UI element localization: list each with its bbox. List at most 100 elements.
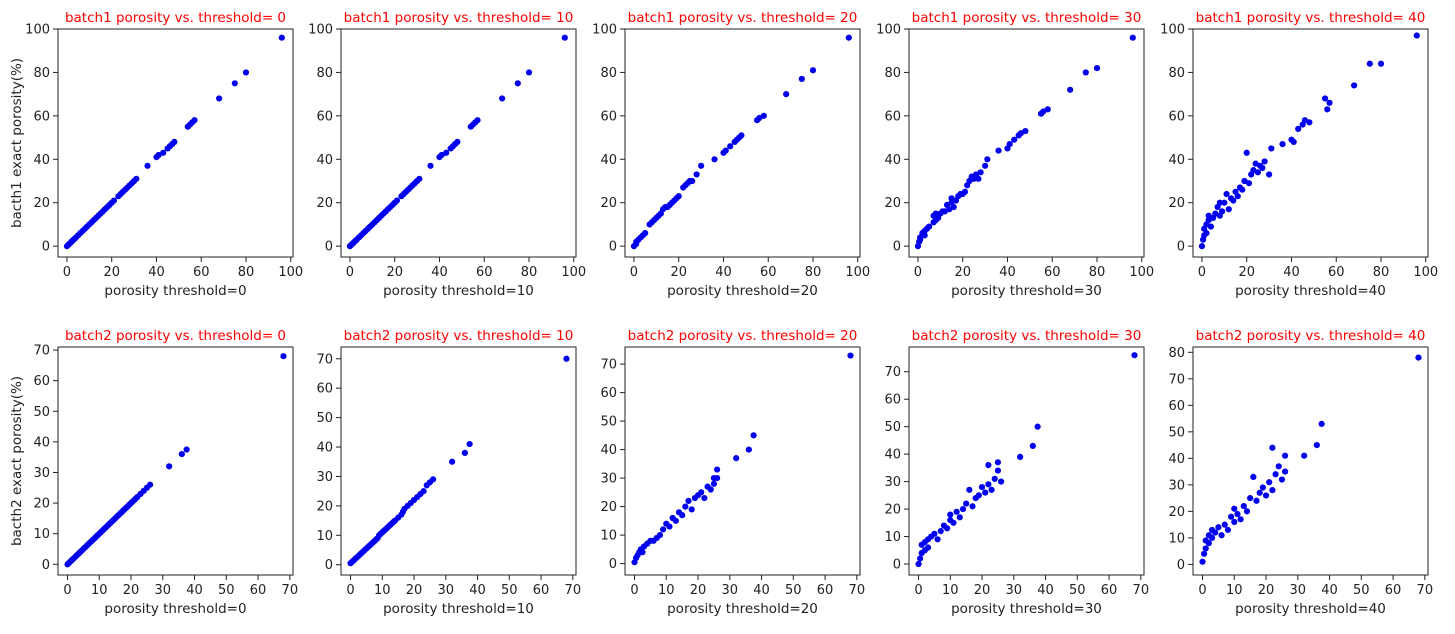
x-tick-label: 30	[1006, 583, 1023, 598]
y-tick-label: 40	[884, 448, 901, 463]
data-point	[988, 486, 995, 493]
x-tick-label: 80	[238, 265, 255, 280]
y-tick-label: 40	[600, 443, 617, 458]
x-tick-label: 20	[690, 583, 707, 598]
chart-title: batch2 porosity vs. threshold= 10	[344, 328, 574, 344]
data-point	[1022, 127, 1029, 135]
x-tick-label: 100	[1129, 265, 1154, 280]
data-point	[688, 506, 695, 513]
data-point	[1279, 140, 1286, 148]
x-tick-label: 60	[1328, 265, 1345, 280]
data-point	[216, 95, 223, 102]
data-point	[1250, 473, 1257, 481]
data-point	[416, 175, 423, 182]
data-point	[915, 560, 922, 568]
y-tick-label: 0	[325, 558, 333, 573]
x-tick-label: 20	[1258, 583, 1275, 598]
y-tick-label: 20	[884, 196, 901, 211]
data-point	[950, 519, 957, 526]
x-tick-label: 80	[805, 265, 822, 280]
data-point	[682, 503, 689, 510]
chart-title: batch2 porosity vs. threshold= 40	[1196, 328, 1426, 344]
data-point	[525, 69, 533, 76]
data-point	[231, 80, 238, 87]
data-point	[1207, 223, 1214, 230]
data-point	[1318, 420, 1325, 427]
y-tick-label: 40	[600, 153, 617, 168]
y-tick-label: 10	[316, 529, 333, 544]
data-point	[672, 517, 679, 524]
data-point	[975, 175, 982, 182]
data-point	[707, 486, 714, 493]
x-tick-label: 40	[431, 265, 448, 280]
data-point	[183, 446, 190, 453]
scatter-points	[1198, 32, 1420, 250]
data-point	[278, 34, 285, 41]
x-tick-label: 40	[148, 265, 165, 280]
data-point	[178, 451, 185, 458]
y-tick-label: 20	[884, 503, 901, 518]
data-point	[738, 132, 745, 139]
data-point	[727, 143, 734, 150]
x-tick-label: 70	[282, 583, 299, 598]
y-tick-label: 20	[600, 196, 617, 211]
y-tick-label: 30	[316, 470, 333, 485]
x-tick-label: 10	[942, 583, 959, 598]
x-tick-label: 0	[346, 265, 354, 280]
data-point	[698, 489, 705, 496]
y-tick-label: 0	[893, 240, 901, 255]
data-point	[461, 449, 468, 457]
x-tick-label: 10	[658, 583, 675, 598]
y-tick-label: 30	[33, 466, 50, 481]
y-axis-label: bacth2 exact porosity(%)	[9, 376, 25, 546]
data-point	[783, 91, 790, 98]
y-tick-label: 40	[1168, 452, 1185, 467]
y-tick-label: 40	[33, 435, 50, 450]
data-point	[1254, 169, 1261, 176]
data-point	[110, 197, 118, 204]
data-point	[443, 149, 450, 156]
x-axis-label: porosity threshold=10	[383, 283, 534, 299]
x-tick-label: 60	[817, 583, 834, 598]
data-point	[1266, 171, 1273, 178]
data-point	[950, 203, 957, 211]
subplot-5: 0 20 40 60 80 100 0 20 40 60 80 100 batch1 porosity …	[1160, 10, 1438, 299]
y-tick-label: 100	[876, 23, 901, 38]
y-tick-label: 80	[1168, 346, 1185, 361]
data-point	[1324, 106, 1331, 113]
data-point	[1261, 158, 1268, 165]
y-tick-label: 60	[884, 393, 901, 408]
scatter-points	[64, 353, 287, 568]
data-point	[191, 117, 198, 124]
data-point	[953, 508, 960, 515]
y-tick-label: 0	[893, 558, 901, 573]
x-tick-label: 40	[1283, 265, 1300, 280]
data-point	[666, 523, 673, 530]
data-point	[1017, 453, 1024, 460]
data-point	[1269, 444, 1276, 451]
y-tick-label: 10	[33, 527, 50, 542]
data-point	[1278, 476, 1286, 483]
y-tick-label: 50	[884, 420, 901, 435]
data-point	[1231, 518, 1238, 526]
chart-title: batch2 porosity vs. threshold= 0	[65, 328, 286, 344]
data-point	[710, 480, 718, 487]
data-point	[675, 193, 682, 200]
y-tick-label: 60	[316, 109, 333, 124]
scatter-points	[631, 352, 854, 566]
x-tick-label: 10	[91, 583, 108, 598]
data-point	[685, 497, 692, 504]
data-point	[1272, 471, 1279, 478]
subplot-1: 0 20 40 60 80 100 0 20 40 60 80 100 batch1 porosity …	[9, 10, 303, 299]
axes-frame	[908, 28, 1145, 258]
data-point	[660, 526, 667, 533]
data-point	[934, 536, 941, 543]
y-tick-label: 10	[600, 529, 617, 544]
data-point	[1067, 86, 1074, 93]
x-axis-label: porosity threshold=10	[383, 601, 534, 617]
data-point	[429, 476, 437, 483]
x-tick-label: 70	[565, 583, 582, 598]
x-tick-label: 20	[386, 265, 403, 280]
data-point	[1199, 558, 1206, 565]
y-tick-label: 40	[33, 153, 50, 168]
